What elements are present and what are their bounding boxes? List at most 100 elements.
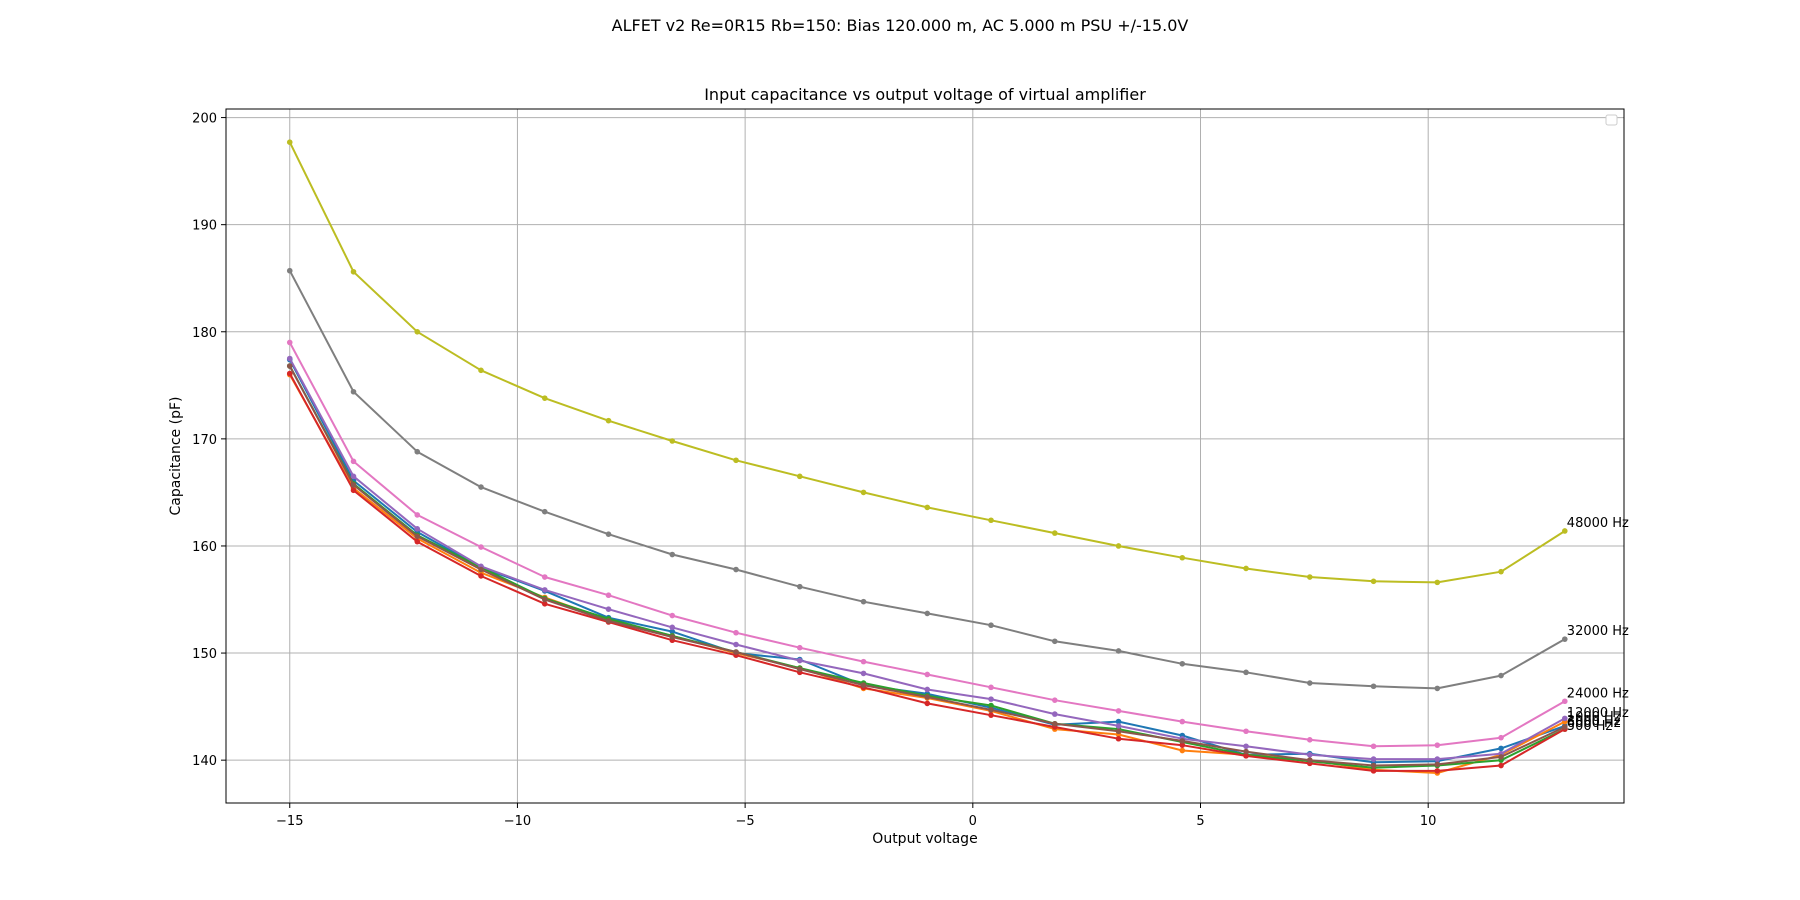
series-5-point — [414, 533, 421, 540]
x-tick-label: −5 — [736, 814, 755, 829]
series-8-point — [350, 268, 357, 275]
series-4-point — [669, 624, 676, 631]
series-8-point — [860, 489, 867, 496]
series-8-point — [796, 473, 803, 480]
series-4-point — [1306, 752, 1313, 758]
series-5-point — [1434, 761, 1441, 768]
series-4-point — [1370, 756, 1377, 762]
y-tick-label: 170 — [192, 433, 217, 448]
series-8-point — [605, 417, 612, 424]
series-3-point — [1498, 762, 1504, 769]
series-6-point — [1051, 697, 1058, 703]
series-line-8 — [288, 141, 1566, 584]
series-4-point — [1243, 743, 1249, 750]
series-7-point — [1434, 685, 1441, 692]
series-0-point — [1115, 718, 1122, 725]
series-6-point — [478, 544, 484, 550]
series-end-label: 32000 Hz — [1567, 624, 1629, 639]
series-7-point — [1115, 648, 1122, 654]
legend-box — [1605, 114, 1618, 126]
series-end-label: 1000 Hz — [1567, 710, 1621, 725]
series-5-point — [1562, 724, 1568, 730]
series-7-point — [1243, 669, 1249, 676]
series-6-point — [350, 458, 357, 465]
series-6-point — [1243, 728, 1249, 735]
series-8-point — [733, 457, 739, 464]
series-4-point — [286, 355, 293, 362]
y-tick-label: 160 — [192, 540, 217, 555]
series-3-point — [414, 538, 421, 545]
series-7-point — [924, 610, 931, 617]
y-axis-label: Capacitance (pF) — [168, 397, 184, 516]
axis-ticks: −15 −10 −5 0 5 10 140 150 160 170 180 190 200 — [192, 112, 1436, 829]
series-4-point — [1562, 715, 1568, 722]
series-5-point — [1306, 757, 1313, 763]
series-6-point — [541, 574, 548, 580]
series-7-point — [414, 448, 421, 455]
series-5-point — [733, 649, 739, 655]
series-7-point — [1179, 660, 1186, 667]
series-6-point — [1562, 698, 1568, 705]
series-3-point — [924, 700, 931, 707]
y-tick-label: 190 — [192, 219, 217, 234]
series-6-point — [286, 339, 293, 346]
series-5-point — [1370, 762, 1377, 769]
series-8-point — [988, 517, 994, 524]
series-end-label: 12000 Hz — [1567, 706, 1629, 721]
series-6-point — [988, 684, 994, 691]
x-axis-label: Output voltage — [872, 831, 977, 847]
series-6-point — [924, 671, 931, 678]
series-1-point — [1179, 747, 1186, 754]
series-7-point — [1370, 683, 1377, 690]
series-end-label: 3000 Hz — [1567, 714, 1621, 729]
series-4-point — [1115, 723, 1122, 729]
series-7-point — [478, 484, 484, 490]
series-6-point — [1306, 737, 1313, 743]
series-8-point — [1243, 565, 1249, 572]
series-6-point — [414, 512, 421, 518]
x-tick-label: 10 — [1420, 814, 1437, 829]
series-line-7 — [288, 270, 1566, 690]
series-8-point — [286, 139, 293, 146]
series-3-point — [1370, 768, 1377, 774]
series-3-point — [1434, 768, 1441, 774]
series-6-point — [1179, 718, 1186, 725]
series-4-point — [605, 606, 612, 612]
series-end-label: 48000 Hz — [1567, 516, 1629, 531]
series-5-point — [350, 482, 357, 488]
series-8-point — [1562, 528, 1568, 534]
series-5-point — [605, 618, 612, 624]
series-8-point — [478, 367, 484, 374]
series-7-point — [350, 388, 357, 395]
series-6-point — [1498, 734, 1504, 741]
series-7-point — [286, 267, 293, 274]
series-4-point — [1051, 711, 1058, 717]
series-5-point — [286, 363, 293, 369]
series-5-point — [478, 566, 484, 573]
series-5-point — [1179, 738, 1186, 744]
series-8-point — [924, 504, 931, 511]
series-3-point — [1115, 735, 1122, 742]
series-4-point — [988, 696, 994, 702]
series-5-point — [541, 596, 548, 603]
series-end-label: 6000 Hz — [1567, 716, 1621, 731]
series-8-point — [1115, 543, 1122, 549]
series-5-point — [1051, 720, 1058, 727]
series-8-point — [1051, 530, 1058, 536]
series-end-label: 24000 Hz — [1567, 686, 1629, 701]
series-4-point — [1434, 756, 1441, 762]
x-tick-label: 0 — [969, 814, 977, 829]
series-5-point — [988, 707, 994, 713]
series-0-point — [1498, 745, 1504, 752]
series-5-point — [860, 682, 867, 688]
series-8-point — [414, 328, 421, 335]
series-6-point — [860, 658, 867, 665]
series-lines — [286, 139, 1568, 776]
series-6-point — [1115, 708, 1122, 714]
series-7-point — [1306, 680, 1313, 686]
series-7-point — [988, 622, 994, 629]
series-4-point — [541, 587, 548, 593]
series-8-point — [1179, 554, 1186, 561]
